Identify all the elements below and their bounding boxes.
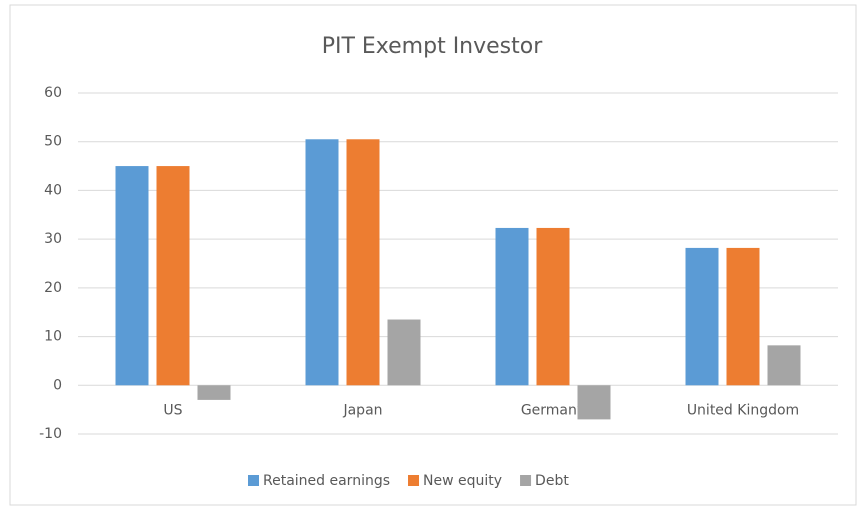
bar [767, 345, 801, 386]
bar [305, 139, 339, 386]
legend-label: Debt [535, 473, 569, 489]
y-tick-label: 20 [44, 280, 62, 296]
bar [346, 139, 380, 386]
bar [536, 227, 570, 386]
y-tick-label: -10 [39, 426, 62, 442]
y-tick-label: 40 [44, 182, 62, 198]
y-tick-label: 0 [53, 377, 62, 393]
y-tick-label: 60 [44, 85, 62, 101]
bar [115, 166, 149, 386]
x-tick-label: US [163, 402, 182, 418]
y-tick-label: 30 [44, 231, 62, 247]
bar [156, 166, 190, 386]
legend-label: New equity [423, 473, 502, 489]
y-tick-label: 10 [44, 329, 62, 345]
x-tick-label: Japan [342, 402, 382, 418]
bar [726, 247, 760, 386]
legend-label: Retained earnings [263, 473, 390, 489]
x-tick-label: Germany [521, 402, 585, 418]
bar [197, 385, 231, 400]
legend-swatch [520, 475, 532, 486]
bar [685, 247, 719, 386]
x-tick-label: United Kingdom [687, 402, 799, 418]
bar [495, 227, 529, 386]
legend-swatch [408, 475, 420, 486]
legend-swatch [248, 475, 259, 486]
y-tick-label: 50 [44, 134, 62, 150]
bar [387, 319, 421, 386]
chart-title: PIT Exempt Investor [322, 34, 544, 59]
bar [577, 385, 611, 420]
